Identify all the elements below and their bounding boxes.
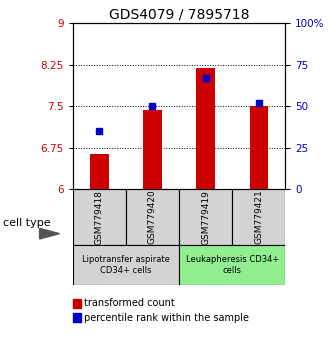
Text: cell type: cell type — [3, 218, 51, 228]
Bar — [232, 189, 285, 245]
Bar — [179, 189, 232, 245]
Text: GSM779419: GSM779419 — [201, 190, 210, 245]
Bar — [73, 245, 179, 285]
Text: GSM779420: GSM779420 — [148, 190, 157, 245]
Text: GSM779421: GSM779421 — [254, 190, 263, 245]
Bar — [143, 110, 162, 189]
Text: percentile rank within the sample: percentile rank within the sample — [84, 313, 249, 322]
Bar — [73, 189, 126, 245]
Bar — [90, 154, 109, 189]
Bar — [126, 189, 179, 245]
Text: GSM779418: GSM779418 — [95, 190, 104, 245]
Polygon shape — [40, 228, 59, 239]
Text: Leukapheresis CD34+
cells: Leukapheresis CD34+ cells — [185, 255, 279, 275]
Title: GDS4079 / 7895718: GDS4079 / 7895718 — [109, 8, 249, 22]
Bar — [249, 106, 268, 189]
Bar — [179, 245, 285, 285]
Text: transformed count: transformed count — [84, 298, 175, 308]
Text: Lipotransfer aspirate
CD34+ cells: Lipotransfer aspirate CD34+ cells — [82, 255, 170, 275]
Bar — [196, 68, 215, 189]
